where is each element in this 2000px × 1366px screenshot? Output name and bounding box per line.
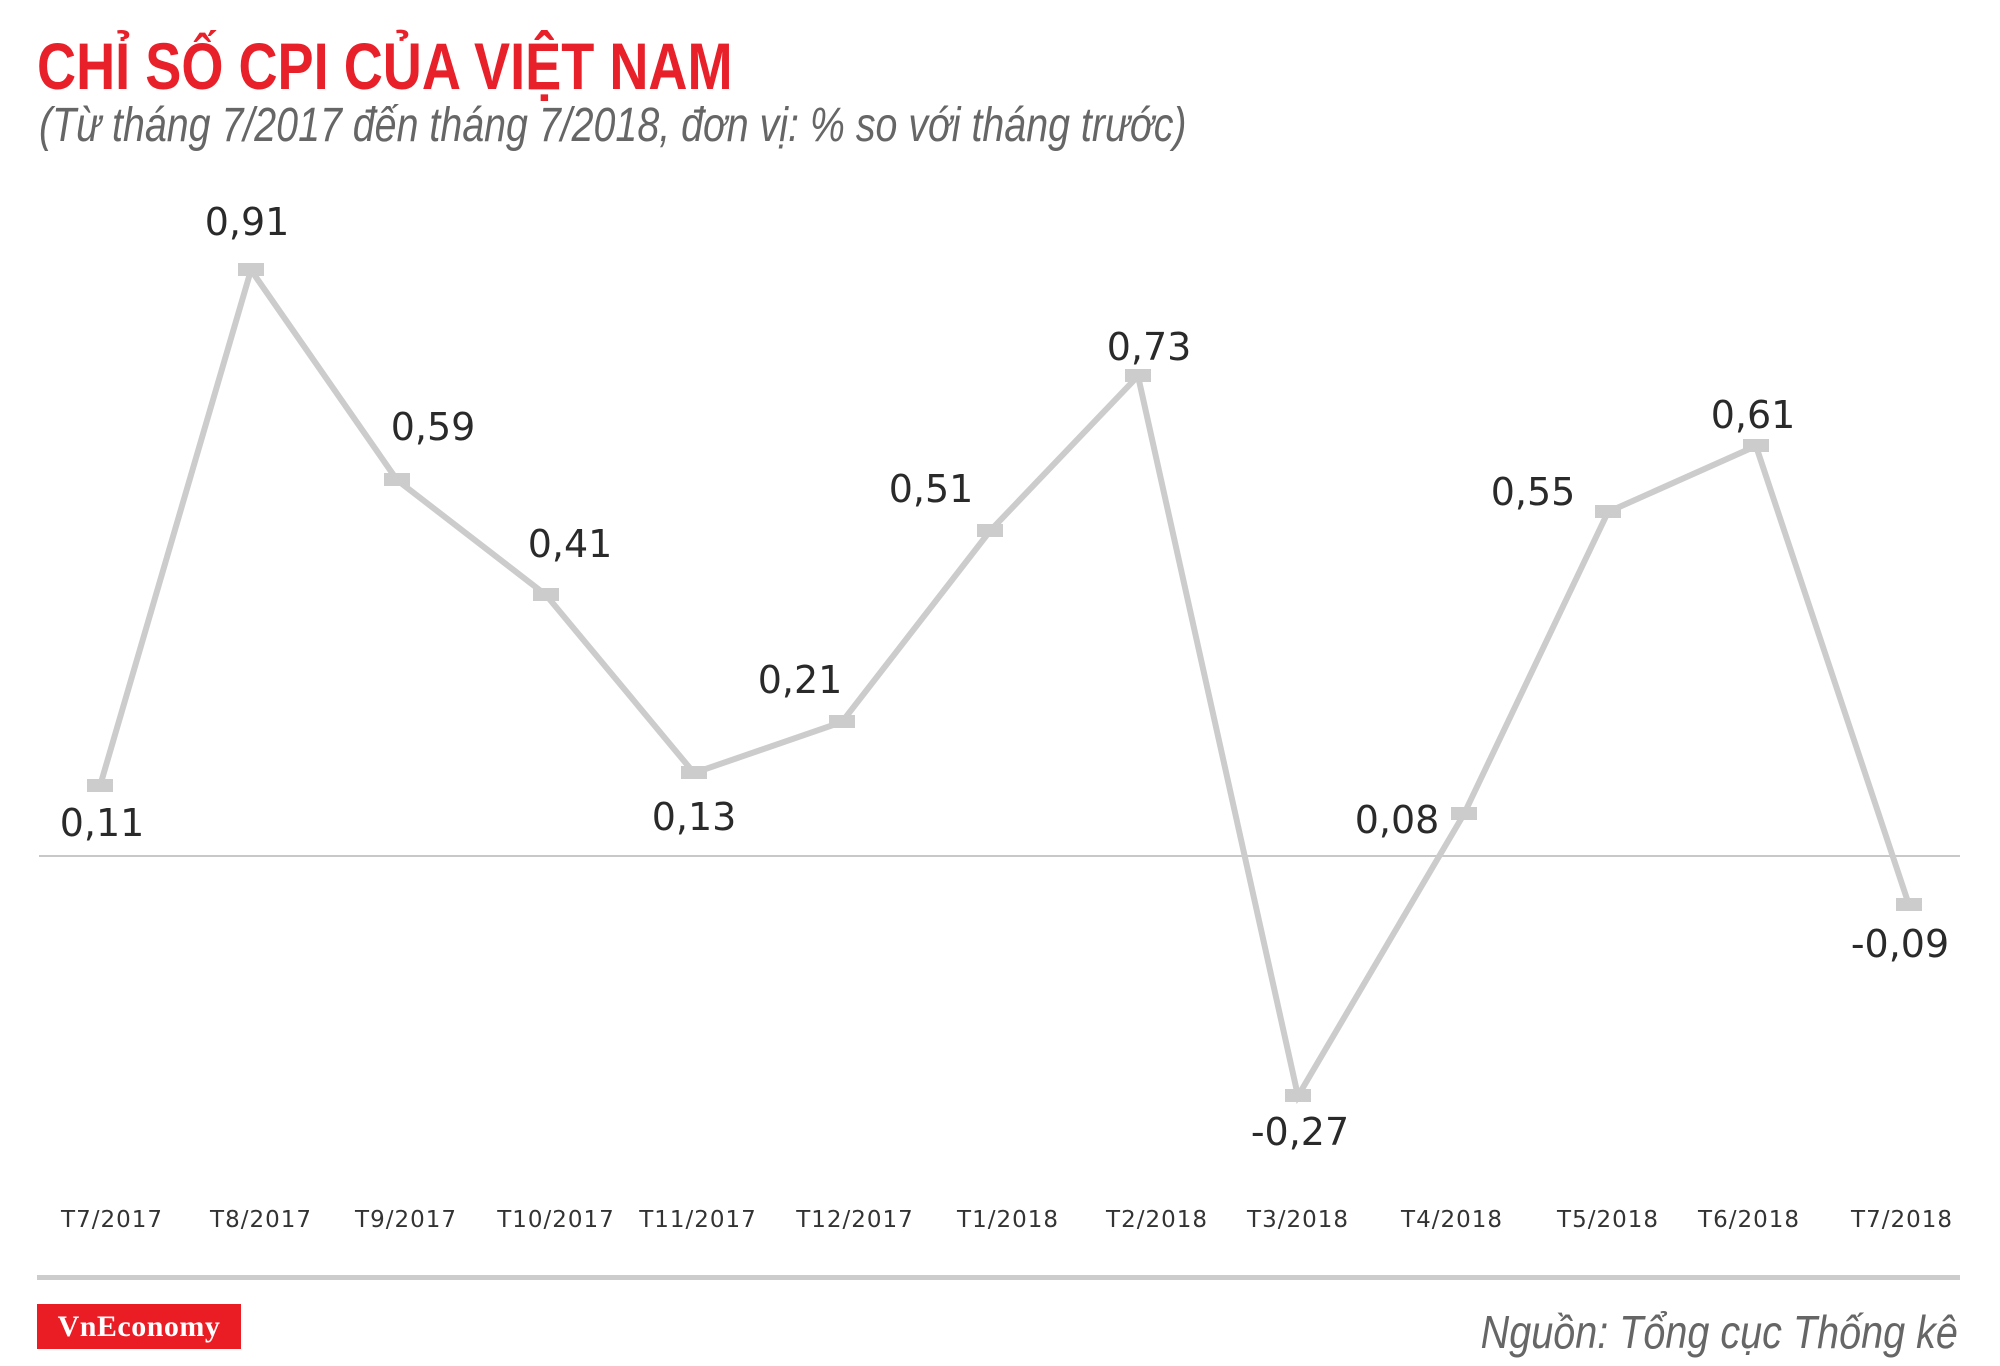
value-label: 0,73: [1107, 325, 1192, 369]
x-axis-label: T5/2018: [1556, 1207, 1659, 1233]
value-label: -0,09: [1851, 922, 1949, 966]
cpi-series-line: [97, 263, 1912, 1105]
data-marker-t7-2017: [87, 779, 113, 792]
vneconomy-logo: VnEconomy: [37, 1304, 241, 1349]
value-label: 0,13: [652, 795, 737, 839]
value-label: 0,41: [528, 522, 613, 566]
data-marker-t7-2018: [1896, 898, 1922, 911]
data-marker-t8-2017: [238, 263, 264, 276]
value-label: 0,91: [205, 200, 290, 244]
x-axis-labels: T7/2017 T8/2017 T9/2017 T10/2017 T11/2017 T12…: [60, 1207, 1953, 1233]
data-marker-t2-2018: [1125, 369, 1151, 382]
data-marker-t1-2018: [977, 524, 1003, 537]
data-markers: [87, 263, 1922, 1102]
value-label: 0,51: [889, 467, 974, 511]
x-axis-label: T4/2018: [1400, 1207, 1503, 1233]
chart-subtitle: (Từ tháng 7/2017 đến tháng 7/2018, đơn v…: [39, 99, 1187, 152]
x-axis-label: T8/2017: [209, 1207, 312, 1233]
x-axis-label: T6/2018: [1697, 1207, 1800, 1233]
x-axis-label: T12/2017: [795, 1207, 914, 1233]
data-marker-t5-2018: [1595, 505, 1621, 518]
data-marker-t3-2018: [1285, 1089, 1311, 1102]
value-labels: 0,11 0,91 0,59 0,41 0,13 0,21 0,51 0,73 -0,27 0,0…: [60, 200, 1949, 1154]
x-axis-label: T3/2018: [1246, 1207, 1349, 1233]
x-axis-label: T9/2017: [354, 1207, 457, 1233]
value-label: 0,55: [1491, 470, 1576, 514]
data-marker-t10-2017: [533, 588, 559, 601]
value-label: -0,27: [1251, 1110, 1349, 1154]
value-label: 0,61: [1711, 393, 1796, 437]
x-axis-label: T2/2018: [1105, 1207, 1208, 1233]
data-marker-t4-2018: [1451, 807, 1477, 820]
source-note: Nguồn: Tổng cục Thống kê: [1480, 1306, 1958, 1358]
data-marker-t9-2017: [384, 473, 410, 486]
chart-title: CHỈ SỐ CPI CỦA VIỆT NAM: [37, 29, 733, 103]
value-label: 0,59: [391, 405, 476, 449]
value-label: 0,11: [60, 801, 145, 845]
value-label: 0,21: [758, 658, 843, 702]
x-axis-label: T10/2017: [496, 1207, 615, 1233]
x-axis-label: T1/2018: [956, 1207, 1059, 1233]
footer-divider: [37, 1275, 1960, 1280]
value-label: 0,08: [1355, 798, 1440, 842]
data-marker-t12-2017: [829, 715, 855, 728]
data-marker-t6-2018: [1743, 439, 1769, 452]
x-axis-label: T7/2018: [1850, 1207, 1953, 1233]
x-axis-label: T11/2017: [638, 1207, 757, 1233]
x-axis-label: T7/2017: [60, 1207, 163, 1233]
data-marker-t11-2017: [681, 766, 707, 779]
